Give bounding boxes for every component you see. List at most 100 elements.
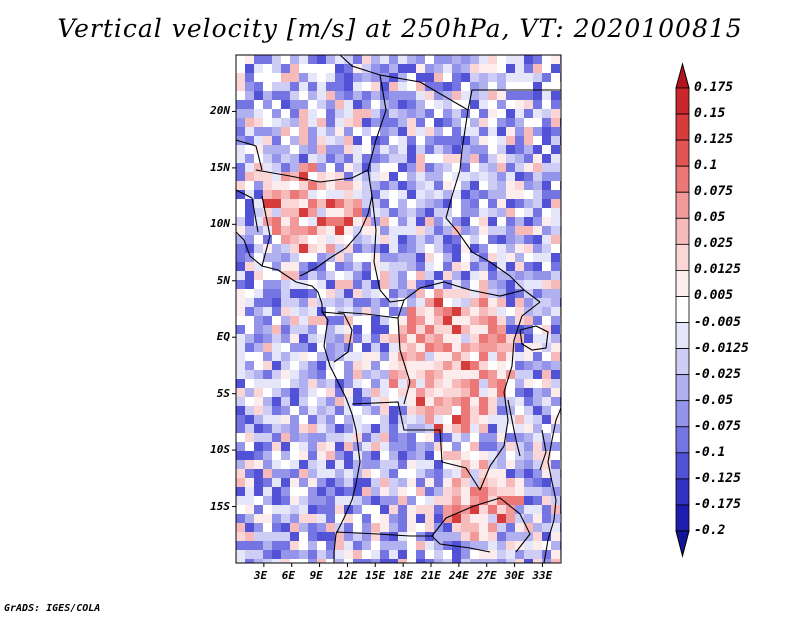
field-cell	[542, 226, 552, 236]
field-cell	[326, 199, 336, 209]
field-cell	[281, 298, 291, 308]
field-cell	[542, 487, 552, 497]
field-cell	[443, 496, 453, 506]
field-cell	[281, 334, 291, 344]
field-cell	[290, 136, 300, 146]
field-cell	[308, 145, 318, 155]
field-cell	[236, 244, 246, 254]
field-cell	[353, 514, 363, 524]
lat-tick-label: 15N	[210, 160, 230, 174]
field-cell	[470, 424, 480, 434]
field-cell	[515, 496, 525, 506]
field-cell	[407, 154, 417, 164]
field-cell	[344, 172, 354, 182]
field-cell	[272, 469, 282, 479]
field-cell	[542, 280, 552, 290]
field-cell	[263, 289, 273, 299]
field-cell	[443, 271, 453, 281]
lake-malawi	[539, 429, 547, 471]
field-cell	[254, 118, 264, 128]
field-cell	[290, 559, 300, 563]
field-cell	[479, 469, 489, 479]
field-cell	[479, 442, 489, 452]
field-cell	[488, 433, 498, 443]
field-cell	[380, 325, 390, 335]
field-cell	[497, 334, 507, 344]
field-cell	[452, 442, 462, 452]
field-cell	[443, 253, 453, 263]
field-cell	[470, 442, 480, 452]
field-cell	[488, 361, 498, 371]
field-cell	[281, 370, 291, 380]
field-cell	[470, 181, 480, 191]
field-cell	[434, 406, 444, 416]
field-cell	[263, 100, 273, 110]
field-cell	[362, 550, 372, 560]
field-cell	[461, 82, 471, 92]
field-cell	[290, 451, 300, 461]
field-cell	[362, 145, 372, 155]
field-cell	[434, 82, 444, 92]
field-cell	[335, 298, 345, 308]
field-cell	[236, 145, 246, 155]
field-cell	[551, 424, 561, 434]
field-cell	[551, 532, 561, 542]
field-cell	[335, 370, 345, 380]
field-cell	[515, 73, 525, 83]
field-cell	[551, 64, 561, 74]
field-cell	[551, 388, 561, 398]
field-cell	[524, 199, 534, 209]
field-cell	[434, 136, 444, 146]
field-cell	[488, 469, 498, 479]
field-cell	[290, 316, 300, 326]
field-cell	[344, 199, 354, 209]
field-cell	[236, 505, 246, 515]
field-cell	[254, 244, 264, 254]
field-cell	[353, 109, 363, 119]
field-cell	[488, 559, 498, 563]
field-cell	[263, 262, 273, 272]
field-cell	[506, 199, 516, 209]
field-cell	[272, 343, 282, 353]
field-cell	[272, 442, 282, 452]
lat-tick-label: 10N	[210, 217, 230, 231]
field-cell	[407, 406, 417, 416]
field-cell	[371, 361, 381, 371]
field-cell	[461, 541, 471, 551]
field-cell	[533, 190, 543, 200]
field-cell	[515, 316, 525, 326]
field-cell	[443, 307, 453, 317]
field-cell	[344, 469, 354, 479]
field-cell	[344, 280, 354, 290]
field-cell	[524, 523, 534, 533]
field-cell	[398, 145, 408, 155]
field-cell	[263, 64, 273, 74]
field-cell	[506, 397, 516, 407]
field-cell	[308, 505, 318, 515]
field-cell	[344, 82, 354, 92]
field-cell	[317, 460, 327, 470]
field-cell	[461, 334, 471, 344]
field-cell	[416, 343, 426, 353]
field-cell	[452, 181, 462, 191]
field-cell	[236, 262, 246, 272]
field-cell	[272, 163, 282, 173]
field-cell	[452, 550, 462, 560]
field-cell	[443, 136, 453, 146]
field-cell	[434, 244, 444, 254]
field-cell	[290, 118, 300, 128]
field-cell	[551, 199, 561, 209]
field-cell	[317, 379, 327, 389]
coastline-east-africa	[543, 407, 561, 563]
field-cell	[263, 397, 273, 407]
field-cell	[335, 361, 345, 371]
field-cell	[479, 172, 489, 182]
field-cell	[245, 253, 255, 263]
field-cell	[551, 100, 561, 110]
field-cell	[470, 289, 480, 299]
field-cell	[488, 379, 498, 389]
field-cell	[443, 559, 453, 563]
field-cell	[398, 316, 408, 326]
field-cell	[254, 307, 264, 317]
field-cell	[299, 154, 309, 164]
